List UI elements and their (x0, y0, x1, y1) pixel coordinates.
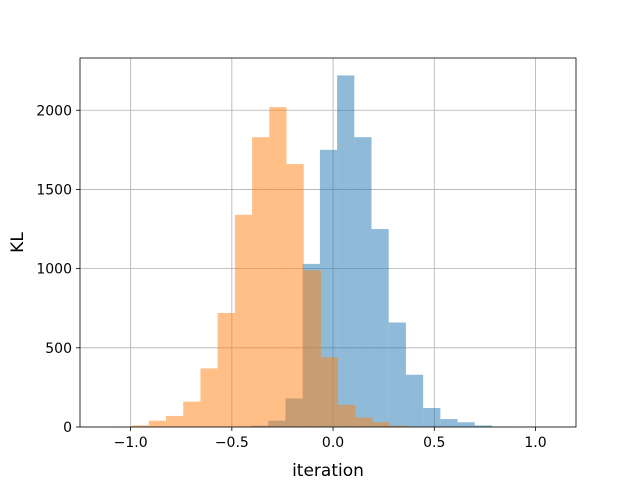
y-tick-label: 2000 (36, 103, 72, 119)
histogram-bar-series-2 (320, 357, 339, 427)
histogram-bar-series-2 (183, 401, 201, 427)
histogram-bar-series-1 (337, 75, 355, 428)
histogram-bar-series-2 (252, 137, 270, 427)
histogram-bar-series-1 (423, 407, 441, 427)
histogram-bar-series-2 (389, 425, 407, 427)
histogram-bar-series-1 (405, 374, 424, 427)
x-tick-label: 1.0 (524, 435, 546, 451)
plot-frame (79, 57, 577, 428)
histogram-bar-series-1 (354, 137, 372, 427)
histogram-bar-series-2 (355, 417, 373, 427)
x-axis-label: iteration (292, 461, 364, 480)
y-tick-label: 1000 (36, 262, 72, 278)
histogram-bar-series-2 (286, 164, 304, 427)
histogram-bar-series-2 (217, 312, 235, 427)
histogram-bar-series-1 (371, 229, 389, 427)
histogram-bar-series-1 (474, 425, 492, 427)
histogram-bar-series-1 (440, 419, 458, 427)
histogram-bar-series-2 (148, 420, 167, 427)
histogram-bar-series-2 (200, 368, 218, 427)
x-tick-label: −1.0 (114, 435, 148, 451)
x-tick-label: 0.0 (322, 435, 344, 451)
ticks-layer: −1.0 −0.5 0.0 0.5 1.0 0 500 1000 1500 2000 (36, 103, 546, 451)
histogram-bar-series-2 (303, 270, 321, 427)
histogram-bar-series-2 (269, 107, 287, 427)
histogram-bar-series-1 (457, 422, 475, 427)
bars-layer (114, 75, 527, 428)
histogram-bar-series-2 (131, 425, 149, 427)
histogram-bar-series-1 (388, 322, 406, 427)
histogram-bar-series-2 (372, 422, 390, 427)
histogram-bar-series-2 (166, 415, 184, 427)
y-tick-label: 1500 (36, 182, 72, 198)
y-tick-label: 0 (63, 420, 72, 436)
histogram-bar-series-2 (234, 214, 253, 427)
x-tick-label: −0.5 (215, 435, 249, 451)
histogram-bar-series-2 (338, 404, 356, 427)
y-tick-label: 500 (45, 341, 72, 357)
x-tick-label: 0.5 (423, 435, 445, 451)
y-axis-label: KL (8, 232, 28, 253)
